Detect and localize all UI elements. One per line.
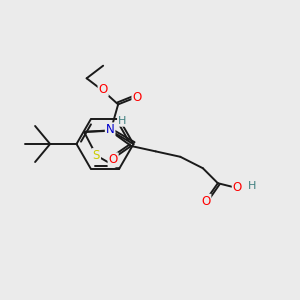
Text: H: H xyxy=(118,116,126,126)
Text: O: O xyxy=(201,195,211,208)
Text: O: O xyxy=(109,153,118,166)
Text: O: O xyxy=(233,181,242,194)
Text: O: O xyxy=(132,91,142,104)
Text: H: H xyxy=(248,181,256,191)
Text: O: O xyxy=(98,83,108,96)
Text: S: S xyxy=(93,149,100,162)
Text: N: N xyxy=(106,123,115,136)
